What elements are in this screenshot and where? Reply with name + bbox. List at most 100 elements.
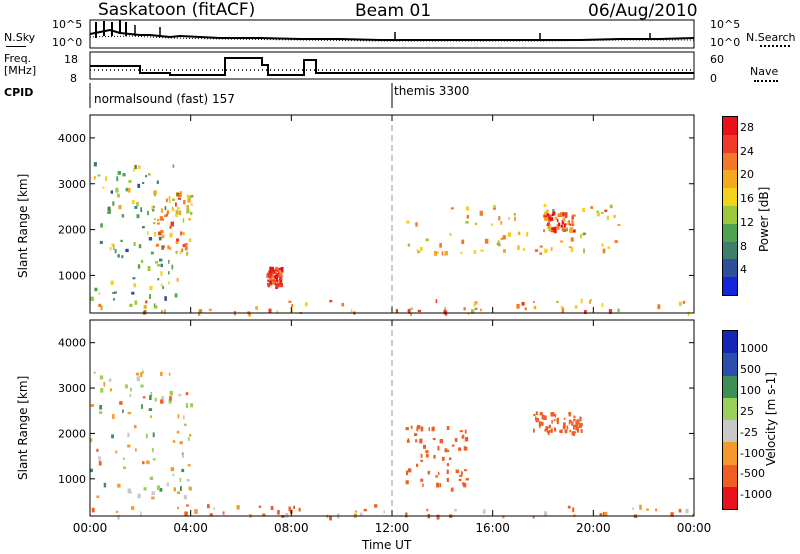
velocity-colorbar-tick: 100 bbox=[740, 383, 761, 397]
echo-cell bbox=[600, 211, 604, 214]
velocity-panel: 1000 2000 3000 4000 00:00 04:00 08:00 12:00 16:… bbox=[58, 115, 711, 535]
echo-cell bbox=[170, 221, 174, 227]
echo-cell bbox=[159, 258, 163, 262]
echo-cell bbox=[407, 243, 411, 247]
echo-cell bbox=[109, 388, 113, 392]
echo-cell bbox=[93, 371, 96, 374]
echo-cell bbox=[127, 488, 131, 493]
echo-cell bbox=[275, 274, 278, 277]
colorbar-segment bbox=[723, 464, 737, 487]
echo-cell bbox=[550, 217, 554, 221]
echo-cell bbox=[270, 505, 274, 511]
colorbar-segment bbox=[723, 223, 737, 242]
echo-cell bbox=[473, 302, 476, 307]
echo-cell bbox=[149, 395, 152, 400]
echo-cell bbox=[150, 251, 154, 255]
beam-label: Beam 01 bbox=[355, 1, 432, 21]
power-colorbar bbox=[722, 116, 738, 296]
freq-trace bbox=[90, 57, 694, 76]
echo-cell bbox=[562, 212, 565, 217]
echo-cell bbox=[140, 372, 143, 378]
echo-cell bbox=[164, 206, 167, 210]
echo-cell bbox=[436, 482, 439, 488]
nave-tick-high: 60 bbox=[710, 53, 724, 66]
echo-cell bbox=[685, 508, 689, 514]
cpid-segment-1: normalsound (fast) 157 bbox=[94, 92, 235, 106]
echo-cell bbox=[189, 195, 192, 199]
power-colorbar-tick: 12 bbox=[740, 215, 754, 229]
echo-cell bbox=[573, 432, 575, 436]
echo-cell bbox=[170, 467, 174, 472]
x-tick-label: 12:00 bbox=[375, 521, 410, 535]
echo-cell bbox=[459, 430, 464, 433]
echo-cell bbox=[267, 279, 270, 282]
echo-cell bbox=[415, 222, 418, 227]
echo-cell bbox=[169, 232, 173, 238]
echo-cell bbox=[189, 434, 192, 437]
echo-cell bbox=[194, 509, 198, 514]
echo-cell bbox=[152, 458, 156, 461]
colorbar-segment bbox=[723, 486, 737, 509]
echo-cell bbox=[198, 309, 203, 313]
echo-cell bbox=[269, 280, 272, 285]
echo-cell bbox=[213, 507, 215, 510]
echo-cell bbox=[154, 218, 156, 221]
echo-cell bbox=[417, 309, 421, 313]
x-tick-label: 20:00 bbox=[576, 521, 611, 535]
freq-tick-low: 8 bbox=[70, 72, 77, 85]
echo-cell bbox=[90, 438, 93, 443]
echo-cell bbox=[176, 430, 180, 434]
echo-cell bbox=[383, 510, 386, 514]
echo-cell bbox=[157, 222, 160, 225]
echo-cell bbox=[111, 434, 114, 439]
echo-cell bbox=[446, 449, 450, 452]
echo-cell bbox=[127, 444, 131, 448]
echo-cell bbox=[562, 425, 566, 430]
echo-cell bbox=[570, 247, 574, 252]
echo-cell bbox=[426, 508, 429, 512]
echo-cell bbox=[151, 496, 155, 500]
echo-cell bbox=[544, 212, 547, 216]
echo-cell bbox=[125, 384, 128, 389]
echo-cell bbox=[207, 504, 210, 509]
echo-cell bbox=[500, 221, 503, 225]
echo-cell bbox=[417, 425, 421, 430]
echo-cell bbox=[140, 207, 143, 213]
echo-cell bbox=[439, 483, 442, 488]
echo-cell bbox=[538, 421, 542, 426]
echo-cell bbox=[613, 214, 616, 218]
echo-cell bbox=[552, 211, 556, 215]
echo-cell bbox=[155, 243, 159, 247]
echo-cell bbox=[268, 273, 272, 278]
echo-cell bbox=[568, 412, 571, 415]
echo-cell bbox=[112, 201, 115, 206]
echo-cell bbox=[516, 304, 520, 309]
echo-cell bbox=[492, 207, 496, 210]
echo-cell bbox=[462, 434, 465, 437]
echo-cell bbox=[533, 300, 535, 304]
colorbar-segment bbox=[723, 152, 737, 171]
y-tick-label: 2000 bbox=[58, 224, 86, 237]
echo-cell bbox=[172, 473, 175, 476]
echo-cell bbox=[482, 509, 486, 514]
echo-cell bbox=[564, 429, 568, 434]
echo-cell bbox=[490, 223, 494, 226]
echo-cell bbox=[433, 455, 436, 459]
echo-cell bbox=[152, 205, 155, 209]
echo-cell bbox=[135, 372, 140, 376]
echo-cell bbox=[145, 175, 147, 178]
echo-cell bbox=[280, 267, 284, 272]
echo-cell bbox=[99, 240, 103, 244]
echo-cell bbox=[137, 493, 141, 499]
echo-cell bbox=[182, 454, 184, 458]
echo-cell bbox=[439, 243, 442, 248]
echo-cell bbox=[97, 174, 101, 177]
echo-cell bbox=[178, 197, 181, 200]
cpid-segment-2: themis 3300 bbox=[394, 84, 470, 98]
noise-spikes bbox=[95, 20, 651, 40]
echo-cell bbox=[548, 219, 551, 223]
echo-cell bbox=[168, 271, 170, 275]
velocity-colorbar-label: Velocity [m s-1] bbox=[764, 372, 778, 466]
echo-cell bbox=[258, 505, 262, 508]
echo-cell bbox=[109, 247, 112, 251]
